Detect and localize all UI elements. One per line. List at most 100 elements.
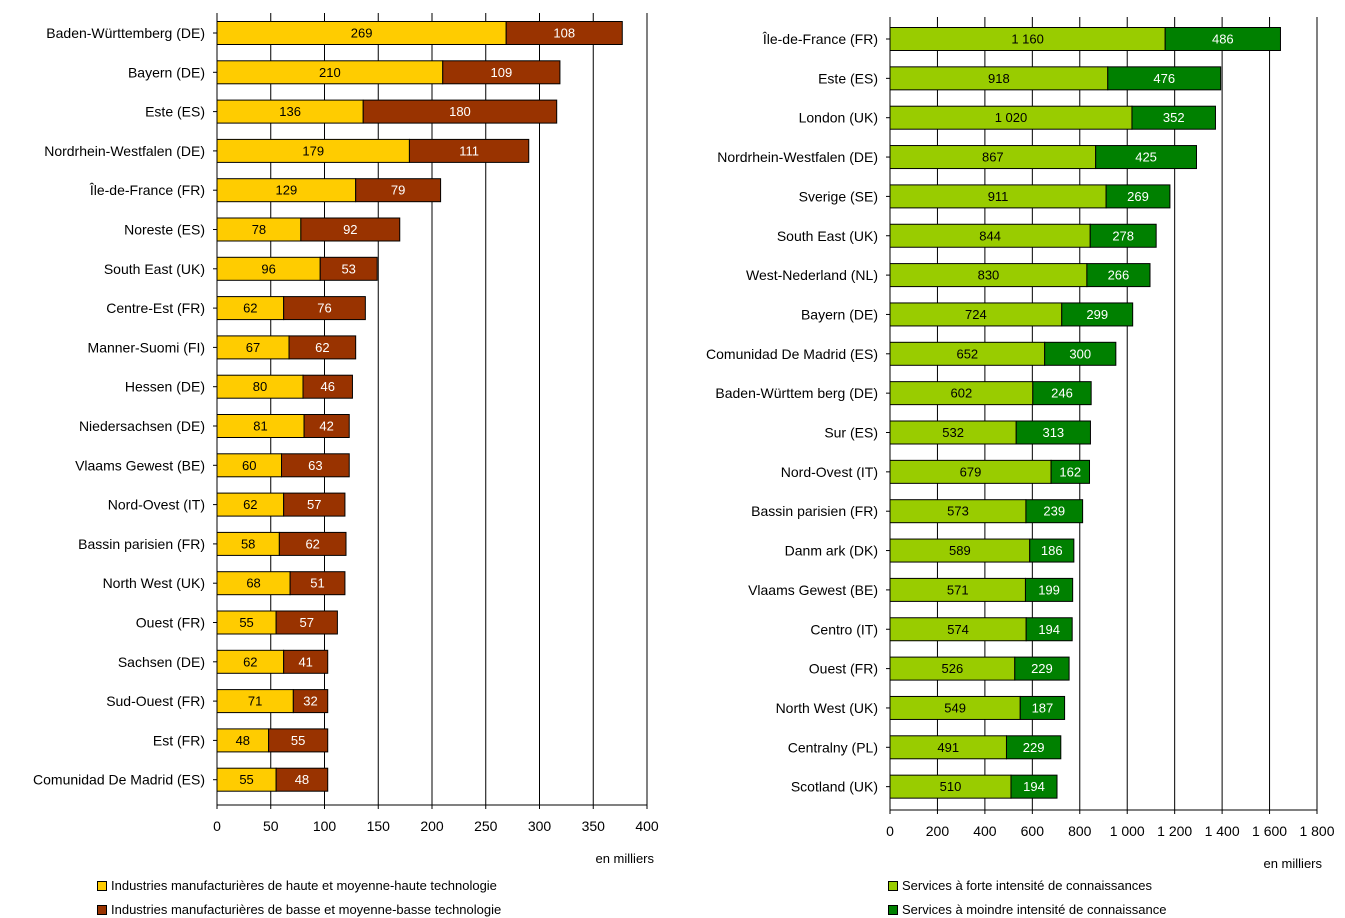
bar-right-s1-9 [1032, 381, 1092, 406]
data-label-right-s0-19: 510 [940, 779, 962, 794]
data-label-right-s1-15: 194 [1038, 622, 1060, 637]
category-label-left-14: North West (UK) [103, 575, 205, 591]
category-label-right-0: Île-de-France (FR) [762, 31, 878, 47]
bar-left-s1-0 [505, 21, 623, 45]
legend-label-less-knowledge-intensive: Services à moindre intensité de connaiss… [902, 902, 1167, 917]
category-label-left-8: Manner-Suomi (FI) [88, 339, 205, 355]
bar-left-s1-15 [275, 610, 338, 635]
legend-left-1: Industries manufacturières de haute et m… [97, 878, 497, 893]
bar-left-s1-5 [300, 217, 401, 242]
category-label-left-1: Bayern (DE) [128, 64, 205, 80]
bar-right-s1-3 [1095, 145, 1197, 170]
data-label-left-s0-18: 48 [236, 733, 250, 748]
data-label-right-s1-10: 313 [1042, 425, 1064, 440]
data-label-right-s0-6: 830 [978, 268, 1000, 283]
bar-right-s1-5 [1089, 223, 1157, 248]
bar-right-s1-14 [1024, 577, 1074, 602]
x-tick-label-right-5: 1 000 [1110, 823, 1145, 839]
data-label-right-s0-12: 573 [947, 504, 969, 519]
bar-right-s1-4 [1105, 184, 1171, 209]
data-label-right-s1-8: 300 [1069, 346, 1091, 361]
legend-swatch-high-tech [97, 880, 107, 891]
x-tick-label-left-7: 350 [582, 818, 606, 834]
data-label-right-s1-1: 476 [1153, 71, 1175, 86]
x-tick-label-left-0: 0 [213, 818, 221, 834]
data-label-right-s0-3: 867 [982, 150, 1004, 165]
data-label-right-s0-4: 911 [988, 189, 1009, 204]
data-label-left-s0-17: 71 [248, 694, 262, 709]
data-label-right-s1-3: 425 [1135, 150, 1157, 165]
data-label-right-s1-0: 486 [1212, 32, 1234, 47]
category-label-right-14: Vlaams Gewest (BE) [748, 582, 878, 598]
legend-label-high-tech: Industries manufacturières de haute et m… [111, 878, 497, 893]
category-label-left-0: Baden-Württemberg (DE) [46, 25, 205, 41]
data-label-right-s1-17: 187 [1032, 700, 1054, 715]
legend-right-1: Services à forte intensité de connaissan… [888, 878, 1152, 893]
bar-right-s1-16 [1014, 656, 1070, 681]
legend-right-2: Services à moindre intensité de connaiss… [888, 902, 1166, 917]
category-label-right-7: Bayern (DE) [801, 306, 878, 322]
data-label-left-s0-19: 55 [239, 772, 253, 787]
category-label-right-2: London (UK) [799, 110, 878, 126]
x-tick-label-left-2: 100 [313, 818, 337, 834]
data-label-left-s1-9: 46 [320, 379, 334, 394]
category-label-left-18: Est (FR) [153, 732, 205, 748]
category-label-left-2: Este (ES) [145, 104, 205, 120]
data-label-left-s1-10: 42 [319, 419, 333, 434]
data-label-right-s1-2: 352 [1163, 110, 1185, 125]
data-label-left-s1-16: 41 [298, 654, 312, 669]
x-tick-label-left-6: 300 [528, 818, 552, 834]
data-label-left-s1-3: 111 [459, 143, 479, 158]
legend-swatch-low-tech [97, 904, 107, 915]
data-label-right-s0-17: 549 [944, 700, 966, 715]
data-label-left-s0-8: 67 [246, 340, 260, 355]
data-label-left-s0-6: 96 [261, 261, 275, 276]
bar-left-s1-7 [283, 296, 366, 321]
category-label-left-15: Ouest (FR) [136, 615, 205, 631]
bar-left-s1-17 [292, 689, 329, 714]
data-label-right-s0-1: 918 [988, 71, 1010, 86]
data-label-left-s0-2: 136 [279, 104, 301, 119]
data-label-left-s1-13: 62 [305, 536, 319, 551]
data-label-right-s1-4: 269 [1127, 189, 1149, 204]
data-label-right-s0-5: 844 [979, 228, 1001, 243]
data-label-right-s1-14: 199 [1038, 582, 1060, 597]
x-tick-label-right-0: 0 [886, 823, 894, 839]
data-label-right-s0-15: 574 [947, 622, 969, 637]
bar-right-s1-8 [1044, 341, 1117, 366]
bar-left-s1-11 [281, 453, 350, 478]
data-label-right-s1-16: 229 [1031, 661, 1053, 676]
category-label-right-10: Sur (ES) [824, 425, 878, 441]
category-label-left-17: Sud-Ouest (FR) [106, 693, 205, 709]
data-label-left-s1-14: 51 [310, 576, 324, 591]
data-label-left-s0-1: 210 [319, 65, 341, 80]
bar-left-s1-16 [283, 649, 329, 674]
x-tick-label-right-3: 600 [1021, 823, 1045, 839]
legend-left-2: Industries manufacturières de basse et m… [97, 902, 501, 917]
data-label-left-s0-3: 179 [302, 143, 324, 158]
bar-left-s1-8 [288, 335, 357, 360]
category-label-right-9: Baden-Württem berg (DE) [715, 385, 878, 401]
bar-left-s1-2 [362, 99, 558, 124]
data-label-right-s1-9: 246 [1051, 386, 1073, 401]
data-label-left-s0-0: 269 [351, 26, 373, 41]
data-label-right-s0-0: 1 160 [1011, 32, 1044, 47]
category-label-left-13: Bassin parisien (FR) [78, 536, 205, 552]
category-label-right-5: South East (UK) [777, 228, 878, 244]
data-label-left-s1-6: 53 [341, 261, 355, 276]
category-label-left-4: Île-de-France (FR) [89, 182, 205, 198]
x-tick-label-right-4: 800 [1068, 823, 1092, 839]
bar-left-s1-6 [319, 256, 378, 281]
category-label-left-19: Comunidad De Madrid (ES) [33, 772, 205, 788]
data-label-left-s1-18: 55 [291, 733, 305, 748]
bar-right-s1-1 [1107, 66, 1222, 91]
data-label-right-s0-8: 652 [956, 346, 978, 361]
data-label-left-s1-2: 180 [449, 104, 471, 119]
category-label-left-3: Nordrhein-Westfalen (DE) [44, 143, 205, 159]
x-tick-label-left-1: 50 [263, 818, 279, 834]
data-label-left-s0-9: 80 [253, 379, 267, 394]
bar-left-s1-9 [302, 374, 353, 399]
data-label-left-s0-14: 68 [246, 576, 260, 591]
data-label-left-s1-4: 79 [391, 183, 405, 198]
